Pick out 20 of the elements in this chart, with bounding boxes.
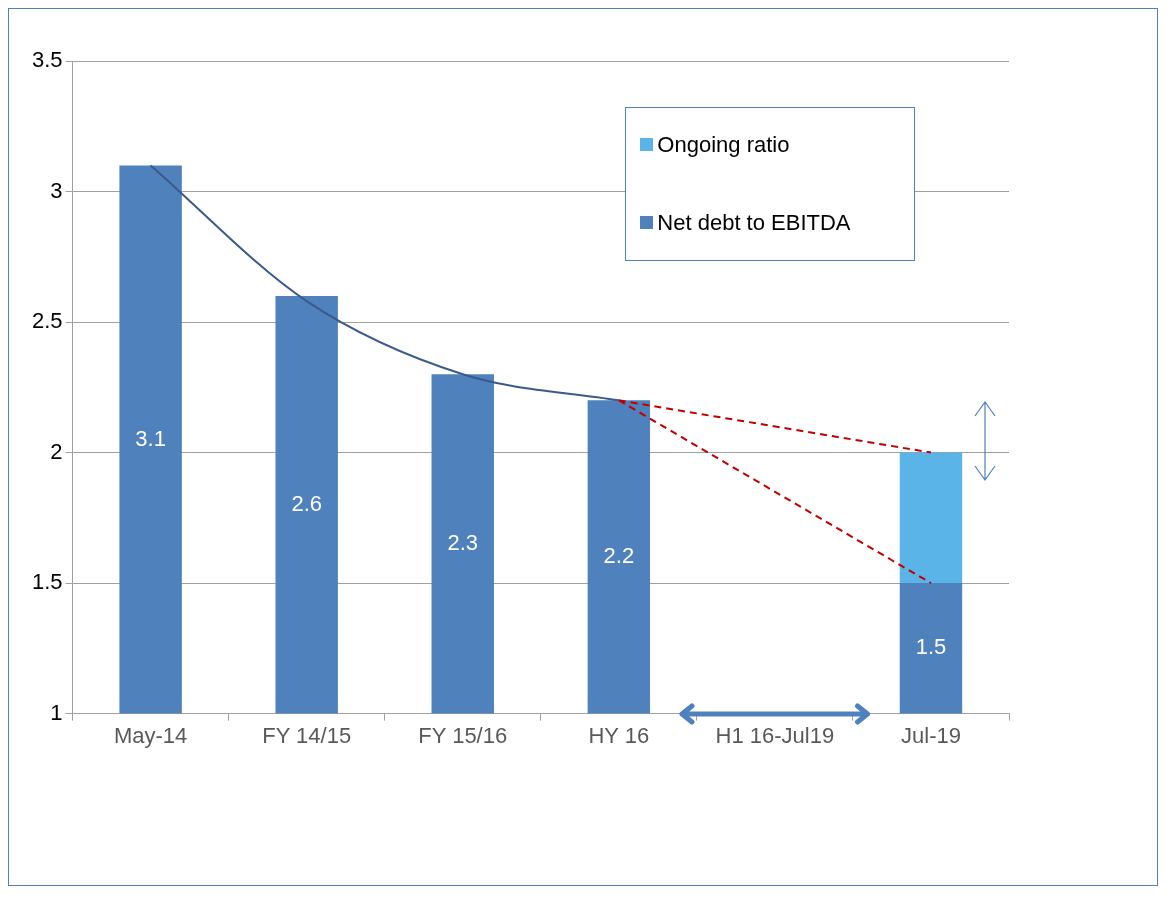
- y-tick-label: 1: [50, 699, 63, 725]
- chart-frame: May-14 FY 14/15 FY 15/16 HY 16 H1 16-Jul19 Jul-19 1 1.5 2 2.5 3 3.5 3.1 2.6 2.3 2.2 1.5 Ongoing ratio Net debt to EBITDA: [8, 8, 1158, 886]
- x-tick-label: H1 16-Jul19: [715, 722, 835, 748]
- data-label: 2.6: [291, 490, 322, 516]
- data-label: 3.1: [135, 425, 166, 451]
- legend-label: Net debt to EBITDA: [657, 209, 851, 236]
- data-label: 2.2: [603, 543, 635, 569]
- y-tick-label: 3.5: [31, 47, 63, 73]
- data-label: 1.5: [915, 634, 947, 660]
- x-tick-label: FY 14/15: [262, 722, 352, 748]
- x-tick-label: May-14: [113, 722, 188, 748]
- data-label: 2.3: [447, 529, 479, 555]
- x-tick-label: Jul-19: [901, 722, 961, 748]
- y-tick-label: 2: [50, 438, 63, 464]
- legend-label: Ongoing ratio: [657, 131, 790, 158]
- y-tick-label: 1.5: [31, 569, 63, 595]
- x-tick-label: FY 15/16: [418, 722, 508, 748]
- y-tick-label: 2.5: [31, 308, 63, 334]
- x-tick-label: HY 16: [588, 722, 650, 748]
- y-tick-label: 3: [50, 177, 63, 203]
